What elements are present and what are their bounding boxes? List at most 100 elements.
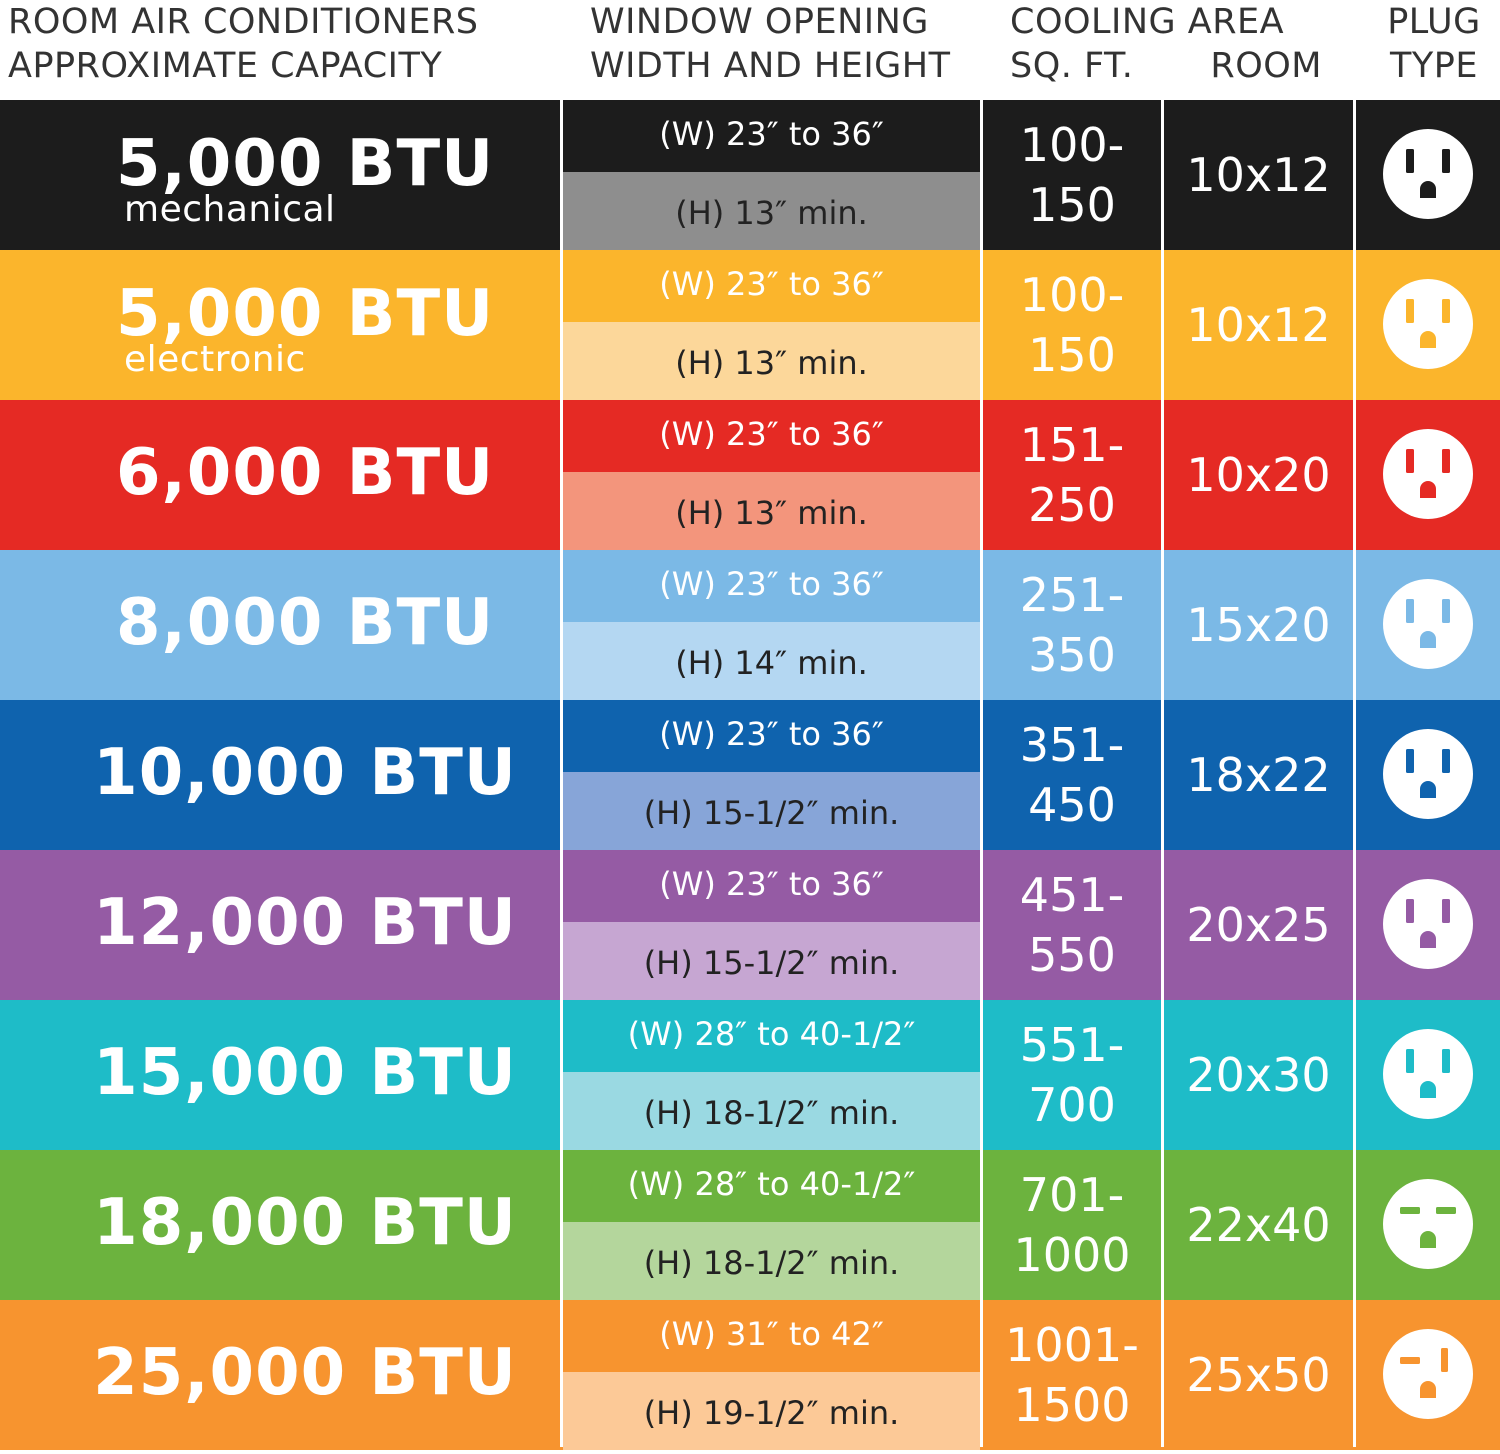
- room-size: 22x40: [1186, 1198, 1331, 1252]
- btu-value: 8,000 BTU: [115, 586, 495, 660]
- window-width: (W) 23″ to 36″: [563, 550, 980, 622]
- sqft-range-end: 450: [1028, 778, 1116, 832]
- sqft-range-start: 151-: [1019, 418, 1125, 472]
- btu-value: 25,000 BTU: [93, 1336, 517, 1410]
- window-opening-cell: (W) 28″ to 40-1/2″ (H) 18-1/2″ min.: [563, 1000, 980, 1150]
- capacity-cell: 15,000 BTU: [0, 1000, 560, 1150]
- sqft-range-start: 351-: [1019, 718, 1125, 772]
- capacity-cell: 12,000 BTU: [0, 850, 560, 1000]
- cooling-area-sqft: 551- 700: [983, 1000, 1161, 1150]
- sqft-range-end: 250: [1028, 478, 1116, 532]
- sqft-range-end: 700: [1028, 1078, 1116, 1132]
- sqft-range-start: 100-: [1019, 268, 1125, 322]
- plug-type-cell: [1356, 700, 1500, 850]
- table-row: 25,000 BTU (W) 31″ to 42″ (H) 19-1/2″ min.…: [0, 1300, 1500, 1450]
- cooling-area-sqft: 100- 150: [983, 100, 1161, 250]
- window-opening-cell: (W) 23″ to 36″ (H) 13″ min.: [563, 250, 980, 400]
- column-divider: [1161, 100, 1164, 1447]
- plug-type-cell: [1356, 1150, 1500, 1300]
- capacity-cell: 8,000 BTU: [0, 550, 560, 700]
- window-height: (H) 13″ min.: [563, 322, 980, 400]
- window-opening-cell: (W) 31″ to 42″ (H) 19-1/2″ min.: [563, 1300, 980, 1450]
- header-capacity-line2: APPROXIMATE CAPACITY: [8, 46, 443, 86]
- plug-type-cell: [1356, 400, 1500, 550]
- window-height: (H) 14″ min.: [563, 622, 980, 700]
- btu-value: 12,000 BTU: [93, 886, 517, 960]
- header-sqft: SQ. FT.: [1010, 46, 1134, 86]
- cooling-area-sqft: 351- 450: [983, 700, 1161, 850]
- capacity-rows: 5,000 BTU mechanical (W) 23″ to 36″ (H) 13″…: [0, 100, 1500, 1450]
- room-size: 10x12: [1186, 298, 1331, 352]
- standard-outlet-icon: [1383, 429, 1473, 519]
- window-height: (H) 19-1/2″ min.: [563, 1372, 980, 1450]
- sqft-range-end: 550: [1028, 928, 1116, 982]
- mixed-blade-outlet-icon: [1383, 1329, 1473, 1419]
- sqft-range-start: 551-: [1019, 1018, 1125, 1072]
- btu-value: 10,000 BTU: [93, 736, 517, 810]
- plug-type-cell: [1356, 100, 1500, 250]
- window-height: (H) 13″ min.: [563, 172, 980, 250]
- capacity-cell: 10,000 BTU: [0, 700, 560, 850]
- sqft-range-end: 1000: [1013, 1228, 1131, 1282]
- sqft-range-start: 251-: [1019, 568, 1125, 622]
- header-plug-line1: PLUG: [1387, 2, 1481, 42]
- control-type: electronic: [124, 339, 306, 380]
- window-opening-cell: (W) 28″ to 40-1/2″ (H) 18-1/2″ min.: [563, 1150, 980, 1300]
- header-capacity-line1: ROOM AIR CONDITIONERS: [8, 2, 479, 42]
- room-size: 20x25: [1186, 898, 1331, 952]
- room-size: 25x50: [1186, 1348, 1331, 1402]
- sqft-range-end: 350: [1028, 628, 1116, 682]
- window-width: (W) 23″ to 36″: [563, 400, 980, 472]
- cooling-area-sqft: 100- 150: [983, 250, 1161, 400]
- window-opening-cell: (W) 23″ to 36″ (H) 13″ min.: [563, 100, 980, 250]
- sqft-range-end: 150: [1028, 178, 1116, 232]
- header-room: ROOM: [1210, 46, 1322, 86]
- table-row: 18,000 BTU (W) 28″ to 40-1/2″ (H) 18-1/2″ …: [0, 1150, 1500, 1300]
- plug-type-cell: [1356, 550, 1500, 700]
- header-window: WINDOW OPENING WIDTH AND HEIGHT: [590, 0, 980, 100]
- header-cooling: COOLING AREA SQ. FT. ROOM: [1010, 0, 1350, 100]
- window-width: (W) 23″ to 36″: [563, 100, 980, 172]
- header-cooling-line1: COOLING AREA: [1010, 2, 1285, 42]
- horizontal-blade-outlet-icon: [1383, 1179, 1473, 1269]
- cooling-area-sqft: 1001- 1500: [983, 1300, 1161, 1450]
- plug-type-cell: [1356, 1300, 1500, 1450]
- cooling-area-sqft: 251- 350: [983, 550, 1161, 700]
- window-width: (W) 28″ to 40-1/2″: [563, 1000, 980, 1072]
- sqft-range-start: 1001-: [1005, 1318, 1139, 1372]
- window-width: (W) 28″ to 40-1/2″: [563, 1150, 980, 1222]
- standard-outlet-icon: [1383, 279, 1473, 369]
- header-plug: PLUG TYPE: [1374, 0, 1494, 100]
- btu-value: 18,000 BTU: [93, 1186, 517, 1260]
- window-opening-cell: (W) 23″ to 36″ (H) 15-1/2″ min.: [563, 700, 980, 850]
- window-opening-cell: (W) 23″ to 36″ (H) 14″ min.: [563, 550, 980, 700]
- btu-value: 15,000 BTU: [93, 1036, 517, 1110]
- sqft-range-start: 701-: [1019, 1168, 1125, 1222]
- window-width: (W) 23″ to 36″: [563, 250, 980, 322]
- table-row: 8,000 BTU (W) 23″ to 36″ (H) 14″ min. 251- 3…: [0, 550, 1500, 700]
- capacity-cell: 18,000 BTU: [0, 1150, 560, 1300]
- control-type: mechanical: [124, 189, 336, 230]
- window-opening-cell: (W) 23″ to 36″ (H) 13″ min.: [563, 400, 980, 550]
- window-width: (W) 31″ to 42″: [563, 1300, 980, 1372]
- header-plug-line2: TYPE: [1390, 46, 1478, 86]
- header-capacity: ROOM AIR CONDITIONERS APPROXIMATE CAPACI…: [8, 0, 558, 100]
- header-window-line2: WIDTH AND HEIGHT: [590, 46, 951, 86]
- table-row: 10,000 BTU (W) 23″ to 36″ (H) 15-1/2″ min.…: [0, 700, 1500, 850]
- capacity-cell: 5,000 BTU mechanical: [0, 100, 560, 250]
- window-height: (H) 15-1/2″ min.: [563, 922, 980, 1000]
- sqft-range-end: 150: [1028, 328, 1116, 382]
- window-height: (H) 15-1/2″ min.: [563, 772, 980, 850]
- room-size: 20x30: [1186, 1048, 1331, 1102]
- cooling-area-sqft: 151- 250: [983, 400, 1161, 550]
- standard-outlet-icon: [1383, 1029, 1473, 1119]
- table-row: 15,000 BTU (W) 28″ to 40-1/2″ (H) 18-1/2″ …: [0, 1000, 1500, 1150]
- sqft-range-start: 451-: [1019, 868, 1125, 922]
- capacity-cell: 25,000 BTU: [0, 1300, 560, 1450]
- sqft-range-start: 100-: [1019, 118, 1125, 172]
- plug-type-cell: [1356, 850, 1500, 1000]
- window-height: (H) 18-1/2″ min.: [563, 1222, 980, 1300]
- room-size: 10x12: [1186, 148, 1331, 202]
- room-size: 18x22: [1186, 748, 1331, 802]
